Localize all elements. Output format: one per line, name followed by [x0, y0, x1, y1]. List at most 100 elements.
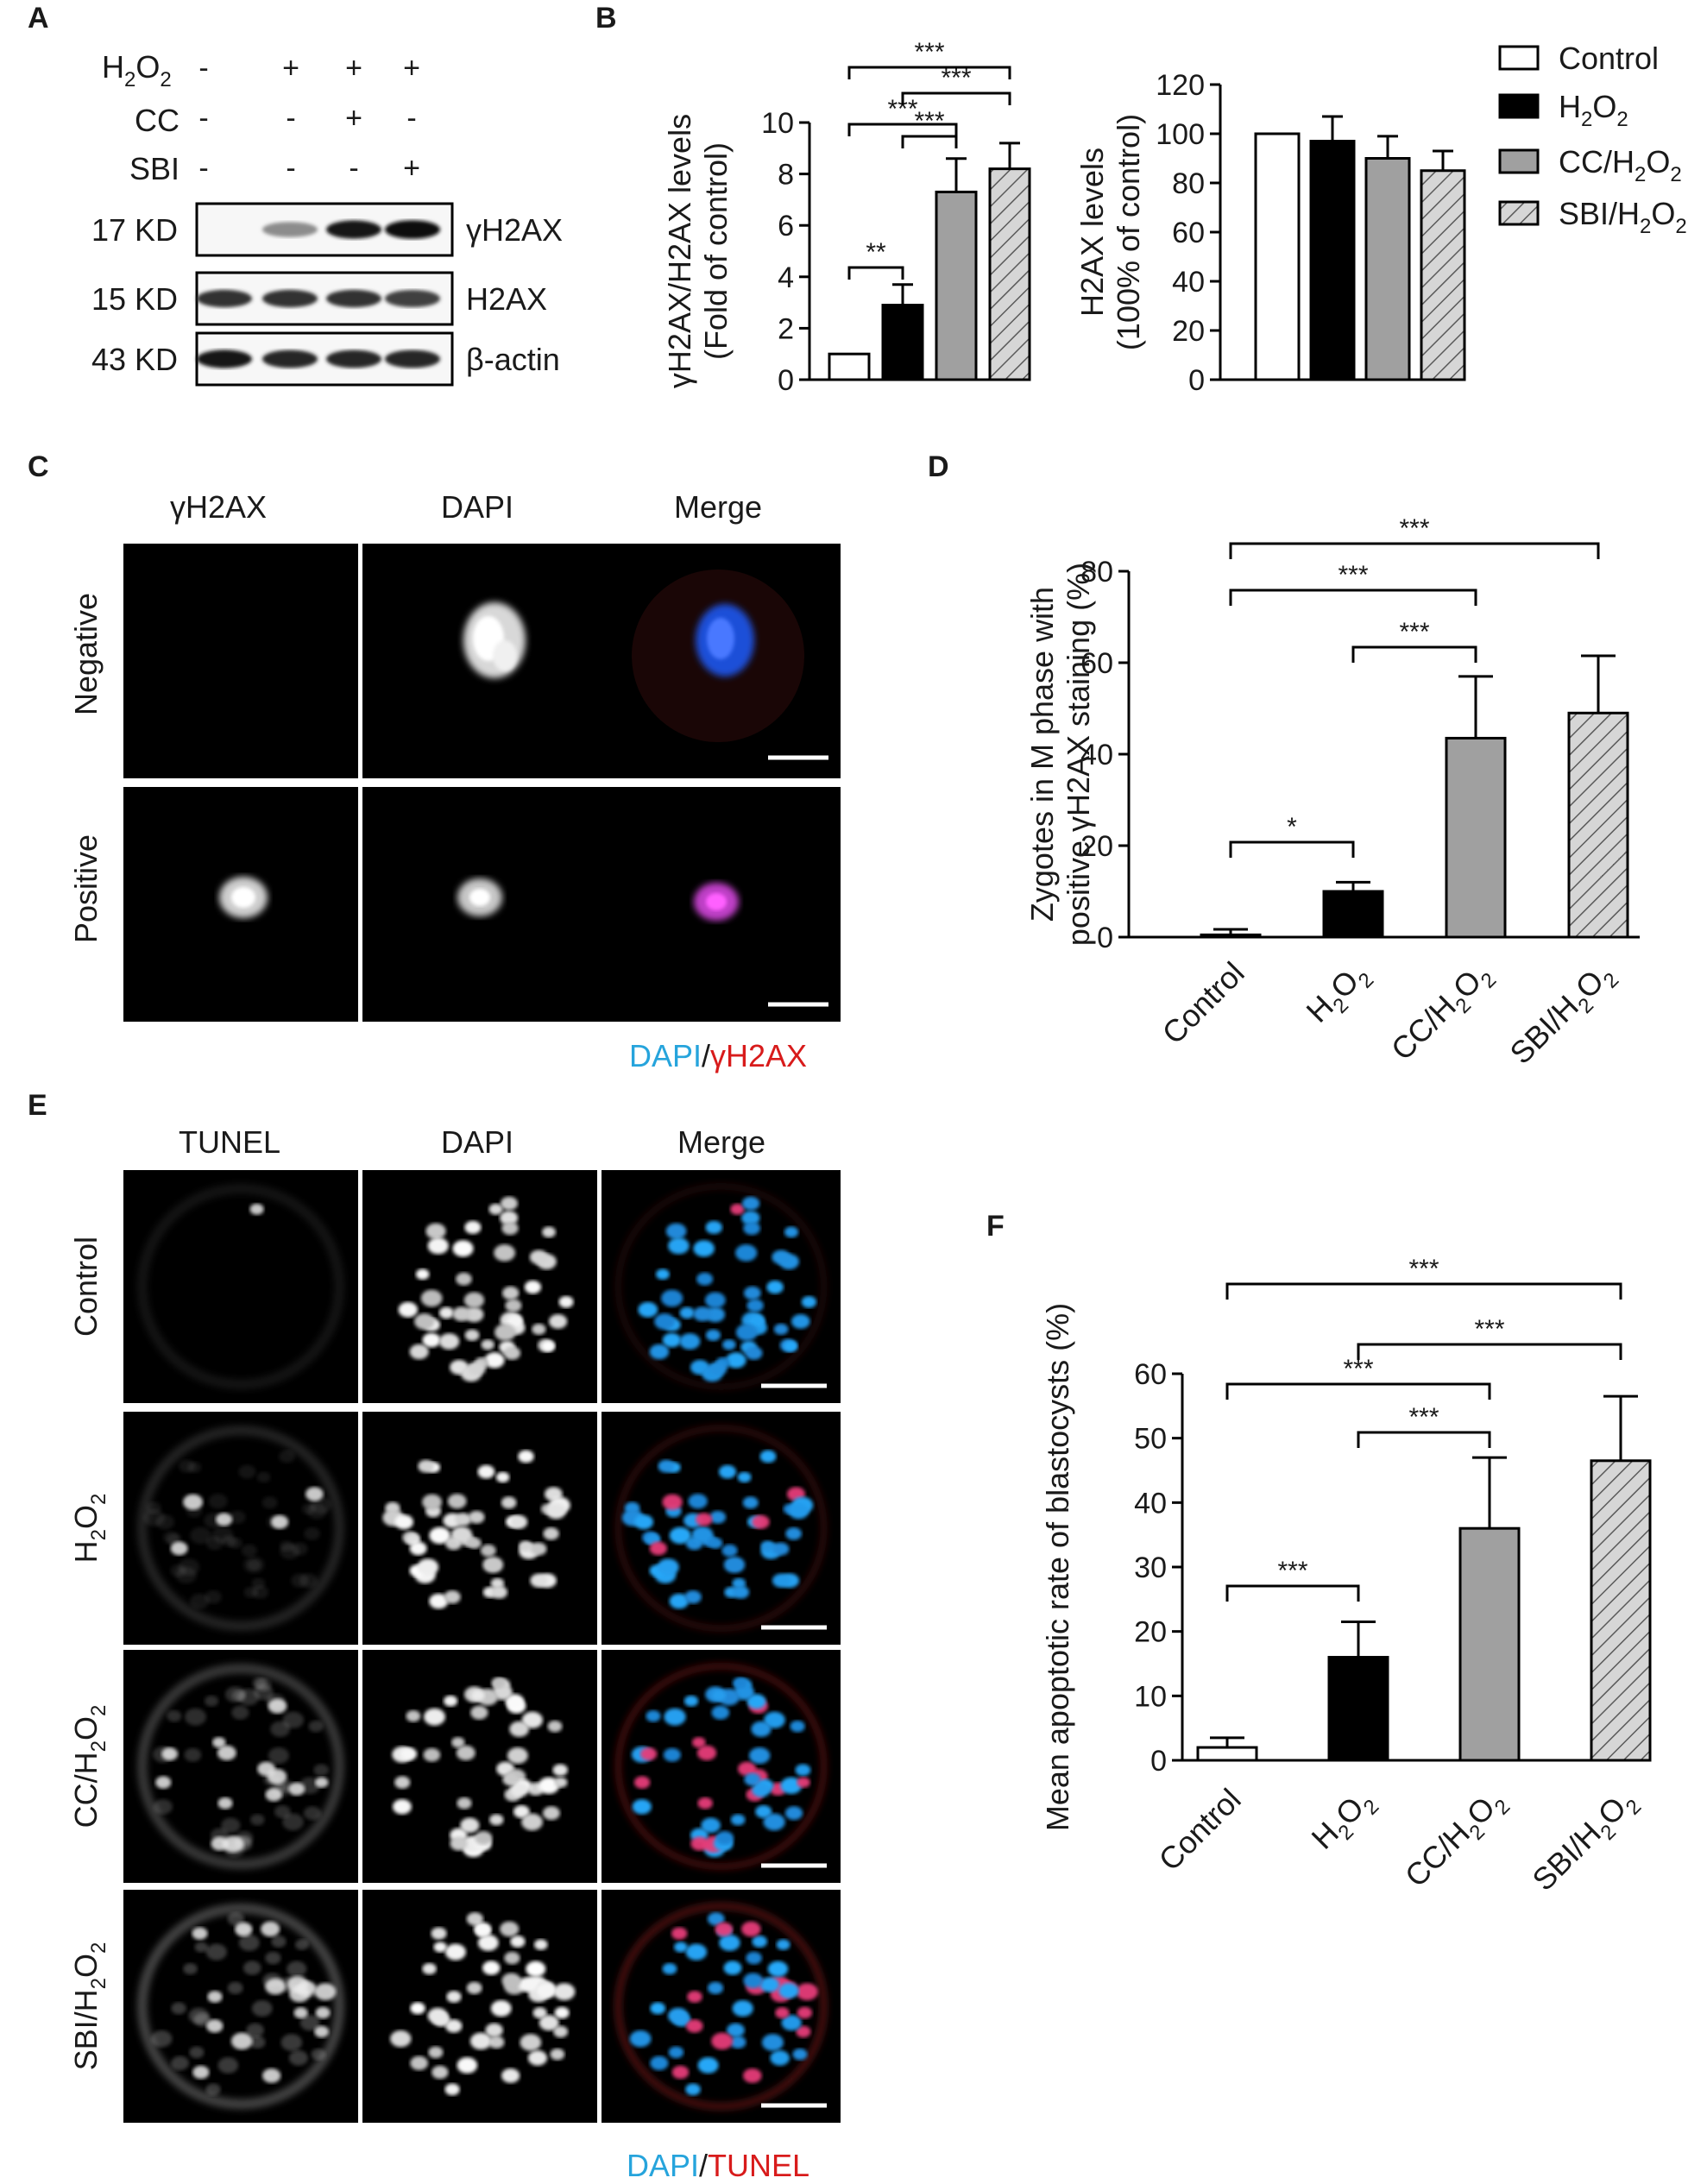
protein-name-label: H2AX [466, 281, 547, 317]
protein-band [262, 289, 318, 308]
significance-label: ** [866, 238, 886, 267]
bar [1420, 169, 1466, 381]
micrograph-tunel [123, 1412, 358, 1645]
y-tick-label: 0 [778, 364, 794, 397]
chromatin-cluster-blue [696, 604, 754, 677]
significance-label: *** [1408, 1403, 1439, 1432]
protein-name-label: β-actin [466, 342, 560, 377]
micrograph-gh2ax-negative [123, 544, 358, 778]
condition-sign: - [406, 102, 416, 135]
micrograph-dapi [362, 1412, 597, 1645]
blastocyst [382, 1450, 570, 1609]
western-blot-panel: H2O2 CC SBI - + + + - - + - - - - + 17 KD γH2AX 15 KD… [91, 49, 563, 387]
y-tick-label: 0 [1097, 922, 1113, 954]
legend-label-cc-h2o2: CC/H2O2 [1559, 144, 1682, 186]
protein-band [326, 349, 381, 368]
column-header-dapi: DAPI [441, 489, 513, 525]
blastocyst [614, 1182, 828, 1391]
condition-sign: - [286, 102, 295, 135]
y-tick-label: 20 [1134, 1616, 1167, 1649]
microscopy-panel-c: γH2AX DAPI Merge Negative Positive DA [68, 489, 841, 1073]
blastocyst [392, 1677, 568, 1858]
channel-caption-e: DAPI/TUNEL [627, 2148, 809, 2183]
protein-band [326, 289, 381, 308]
bar [828, 352, 871, 381]
y-tick-label: 30 [1134, 1551, 1167, 1584]
blastocyst [136, 1663, 345, 1870]
bar [1364, 157, 1411, 381]
significance-bracket [1229, 588, 1477, 606]
y-tick-label: 60 [1080, 647, 1113, 680]
bar [935, 190, 978, 381]
y-tick-label: 4 [778, 261, 794, 294]
significance-label: *** [1474, 1315, 1504, 1344]
condition-sign: - [286, 152, 295, 185]
blastocyst [136, 1903, 345, 2110]
y-axis-title: (Fold of control) [698, 142, 734, 360]
significance-label: *** [1399, 514, 1429, 543]
blastocyst [390, 1912, 576, 2096]
chart-gh2ax-ratio: 0 2 4 6 8 10 γH2AX/H2AX levels (Fold of control… [662, 38, 1031, 397]
y-axis-title: positive γH2AX staining (%) [1061, 563, 1096, 946]
chart-zygotes-gh2ax: 0 20 40 60 80 Zygotes in M phase with positive… [1024, 514, 1640, 1071]
condition-sign: - [349, 152, 358, 185]
protein-band [326, 220, 381, 239]
y-tick-label: 40 [1080, 739, 1113, 771]
significance-bracket [901, 91, 1011, 105]
significance-label: * [1287, 813, 1297, 841]
bar [1445, 736, 1507, 939]
y-axis-title: Zygotes in M phase with [1024, 587, 1060, 922]
bar [1200, 933, 1262, 939]
protein-band [385, 349, 440, 368]
molecular-weight-label: 43 KD [91, 342, 178, 377]
legend-label-control: Control [1559, 41, 1659, 76]
significance-bracket [847, 266, 904, 280]
category-label: Control [1152, 1782, 1248, 1878]
significance-bracket [1225, 1382, 1491, 1400]
protein-band [197, 349, 252, 368]
row-label: H2O2 [68, 1494, 110, 1564]
y-tick-label: 80 [1080, 556, 1113, 588]
condition-sign: + [282, 52, 299, 85]
y-tick-label: 2 [778, 312, 794, 345]
legend-swatch-cc-h2o2 [1498, 148, 1540, 174]
condition-label-h2o2: H2O2 [102, 49, 172, 91]
significance-bracket [1357, 1431, 1491, 1448]
protein-band [385, 290, 440, 307]
bar [1458, 1526, 1521, 1762]
column-header-tunel: TUNEL [179, 1124, 280, 1160]
significance-bracket [1225, 1584, 1360, 1602]
y-axis-title: (100% of control) [1111, 114, 1146, 350]
legend-swatch-sbi-h2o2 [1498, 200, 1540, 226]
blastocyst [136, 1425, 345, 1632]
y-tick-label: 60 [1134, 1358, 1167, 1391]
significance-label: *** [1338, 561, 1368, 589]
panel-letter-e: E [28, 1089, 47, 1122]
protein-band [197, 289, 252, 308]
micrograph-tunel [123, 1170, 358, 1403]
panel-letter-d: D [928, 450, 949, 483]
category-label: Control [1156, 955, 1251, 1051]
y-tick-label: 100 [1156, 118, 1205, 151]
category-label: SBI/H2O2 [1525, 1782, 1646, 1903]
blastocyst [614, 1902, 828, 2111]
significance-bracket [847, 66, 1011, 79]
y-tick-label: 20 [1080, 830, 1113, 863]
molecular-weight-label: 15 KD [91, 281, 178, 317]
legend-label-h2o2: H2O2 [1559, 89, 1628, 131]
column-header-merge: Merge [674, 489, 762, 525]
y-axis-title: Mean apoptotic rate of blastocysts (%) [1040, 1303, 1075, 1831]
y-tick-label: 20 [1172, 315, 1205, 348]
panel-letter-b: B [595, 2, 617, 35]
legend: Control H2O2 CC/H2O2 SBI/H2O2 [1498, 41, 1687, 238]
blastocyst [614, 1662, 828, 1871]
y-tick-label: 120 [1156, 69, 1205, 102]
category-label: H2O2 [1300, 955, 1379, 1035]
protein-band [262, 349, 318, 368]
row-label-positive: Positive [68, 834, 104, 943]
blastocyst [136, 1183, 345, 1390]
legend-swatch-control [1498, 45, 1540, 71]
row-label-negative: Negative [68, 593, 104, 715]
chart-apoptotic-rate: 0 10 20 30 40 50 60 Mean apoptotic rate of blas… [1040, 1255, 1652, 1903]
y-axis-title: H2AX levels [1074, 148, 1110, 317]
